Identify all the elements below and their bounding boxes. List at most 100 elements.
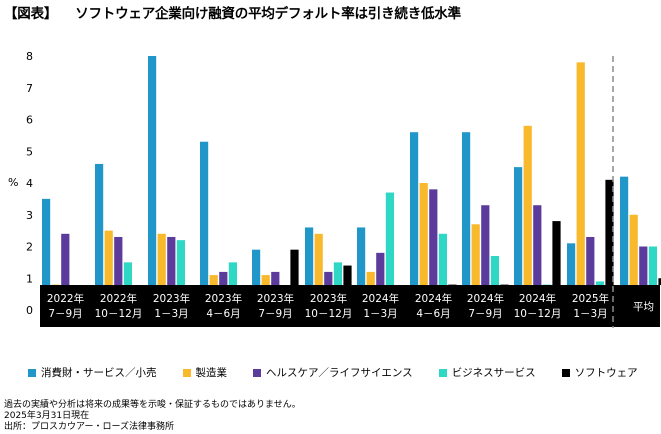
bar — [228, 262, 237, 285]
y-tick-label: 3 — [26, 209, 33, 222]
bar — [471, 224, 480, 285]
legend-item: ビジネスサービス — [438, 365, 536, 380]
y-tick-label: 0 — [26, 304, 33, 317]
bar — [462, 132, 471, 285]
title-bracket: 【図表】 — [4, 6, 58, 22]
x-tick-label: 2024年 — [362, 292, 399, 305]
x-tick-label: 2023年 — [205, 292, 242, 305]
x-tick-label: 10－12月 — [305, 308, 353, 320]
bar — [629, 214, 638, 285]
x-tick-label: 2023年 — [310, 292, 347, 305]
x-tick-label: 4－6月 — [416, 308, 450, 320]
bar — [343, 265, 352, 285]
chart-title: 【図表】 ソフトウェア企業向け融資の平均デフォルト率は引き続き低水準 — [4, 2, 461, 22]
x-tick-label: 1－3月 — [363, 308, 397, 320]
x-tick-label: 2025年 — [572, 292, 609, 305]
bar — [324, 271, 333, 285]
x-tick-label: 7－9月 — [258, 308, 292, 320]
bar — [658, 278, 661, 285]
y-tick-label: 1 — [26, 272, 33, 285]
x-tick-label: 7－9月 — [48, 308, 82, 320]
x-tick-label: 7－9月 — [468, 308, 502, 320]
notes: 過去の実績や分析は将来の成果等を示唆・保証するものではありません。 2025年3… — [4, 400, 301, 433]
bar — [123, 262, 132, 285]
category-labels: 2022年 7－9月 2022年 10－12月 2023年 1－3月 2023年 4－6月 20… — [47, 292, 654, 320]
legend-swatch — [253, 368, 261, 377]
bar — [490, 256, 499, 285]
legend-label: ソフトウェア — [574, 367, 638, 379]
note-source: 出所：プロスカウアー・ローズ法律事務所 — [4, 422, 175, 432]
x-tick-label: 平均 — [633, 301, 654, 313]
x-tick-label: 2024年 — [467, 292, 504, 305]
bar — [419, 183, 428, 285]
bar — [42, 198, 51, 285]
bar — [605, 179, 614, 285]
legend-item: ソフトウェア — [561, 365, 638, 380]
y-tick-label: 6 — [26, 114, 33, 127]
bar — [219, 271, 228, 285]
bar — [523, 125, 532, 285]
legend-swatch — [182, 368, 191, 377]
bars — [42, 56, 661, 285]
y-tick-label: 7 — [26, 82, 33, 95]
x-tick-label: 2023年 — [153, 292, 190, 305]
bar — [333, 262, 342, 285]
x-tick-label: 1－3月 — [573, 308, 607, 320]
note-disclaimer: 過去の実績や分析は将来の成果等を示唆・保証するものではありません。 — [4, 400, 301, 410]
x-tick-label: 2023年 — [257, 292, 294, 305]
y-tick-label: 4 — [26, 177, 33, 190]
legend-swatch — [561, 368, 570, 377]
legend-swatch — [438, 368, 447, 377]
category-band — [40, 285, 660, 327]
bar — [533, 205, 542, 285]
bar — [290, 249, 299, 285]
y-axis: 0 1 2 3 4 5 6 7 8 — [26, 50, 33, 317]
note-date: 2025年3月31日現在 — [4, 411, 90, 421]
x-tick-label: 10－12月 — [95, 308, 143, 320]
y-tick-label: 5 — [26, 145, 33, 158]
x-tick-label: 2024年 — [519, 292, 556, 305]
bar — [567, 243, 576, 285]
legend-label: ヘルスケア／ライフサイエンス — [266, 367, 413, 379]
bar — [252, 249, 261, 285]
bar — [114, 236, 123, 285]
bar — [305, 227, 314, 285]
bar — [385, 192, 394, 285]
y-tick-label: 8 — [26, 50, 33, 63]
title-text: ソフトウェア企業向け融資の平均デフォルト率は引き続き低水準 — [75, 6, 461, 22]
x-tick-label: 2022年 — [100, 292, 137, 305]
bar — [148, 56, 157, 285]
bar — [200, 141, 209, 285]
bar — [357, 227, 366, 285]
bar — [620, 176, 629, 285]
x-tick-label: 1－3月 — [154, 308, 188, 320]
bar — [314, 233, 323, 285]
bar — [209, 275, 218, 285]
legend-item: 製造業 — [182, 365, 227, 380]
bar — [481, 205, 490, 285]
legend: 消費財・サービス／小売 製造業 ヘルスケア／ライフサイエンス ビジネスサービス ソフトウ… — [28, 365, 661, 380]
bar — [438, 233, 447, 285]
bar — [514, 167, 523, 285]
bar — [410, 132, 419, 285]
bar — [648, 246, 657, 285]
bar — [261, 275, 270, 285]
bar — [639, 246, 648, 285]
bar — [167, 236, 176, 285]
x-tick-label: 10－12月 — [514, 308, 562, 320]
bar — [104, 230, 113, 285]
legend-swatch — [28, 368, 36, 377]
bar — [176, 240, 185, 285]
bar — [595, 281, 604, 285]
bar — [552, 221, 561, 285]
bar — [376, 252, 385, 285]
legend-label: ビジネスサービス — [451, 367, 536, 379]
x-tick-label: 4－6月 — [206, 308, 240, 320]
bar — [586, 236, 595, 285]
legend-item: 消費財・サービス／小売 — [28, 365, 157, 380]
bar — [366, 271, 375, 285]
bar — [271, 271, 280, 285]
legend-label: 消費財・サービス／小売 — [41, 367, 157, 379]
bar — [95, 163, 104, 285]
